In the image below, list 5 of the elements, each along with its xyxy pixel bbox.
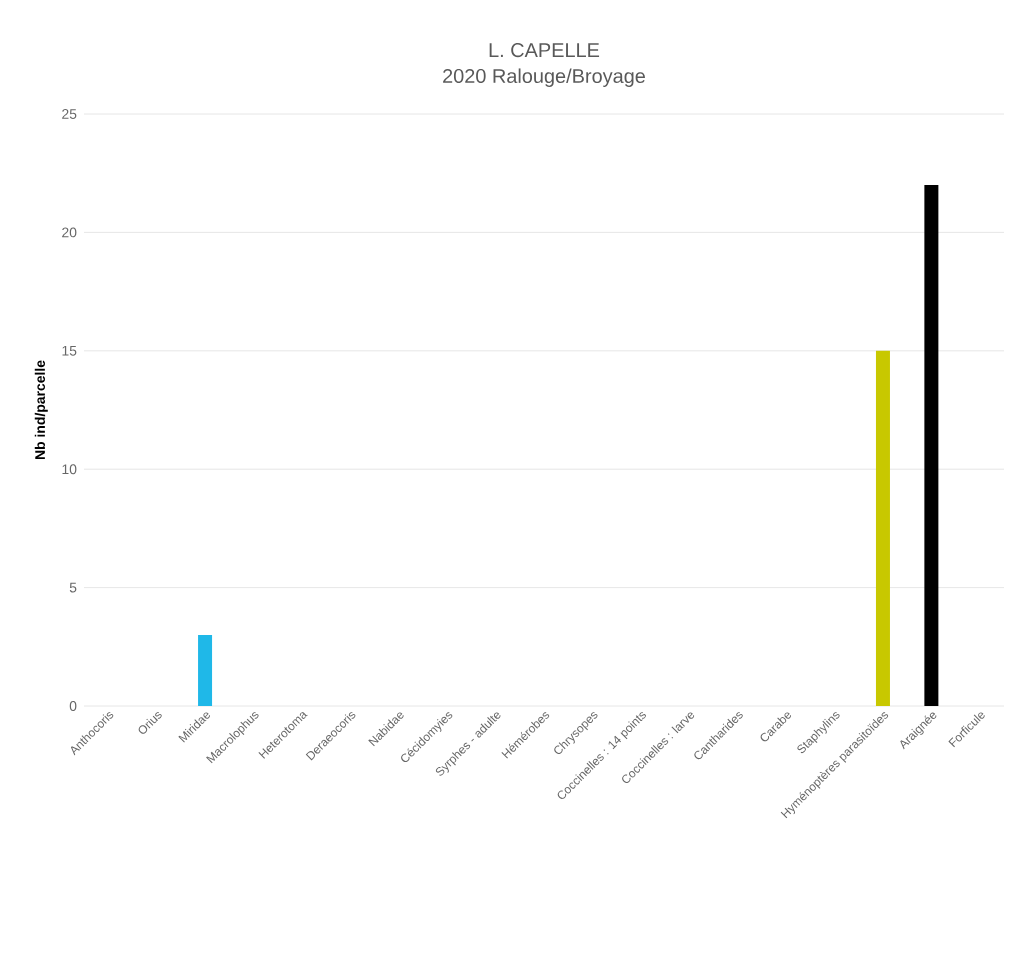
bar [924, 185, 939, 706]
chart-title: L. CAPELLE [489, 43, 600, 58]
chart-subtitle: 2020 Ralouge/Broyage [443, 68, 645, 87]
bar [198, 634, 213, 706]
bar [875, 350, 890, 706]
